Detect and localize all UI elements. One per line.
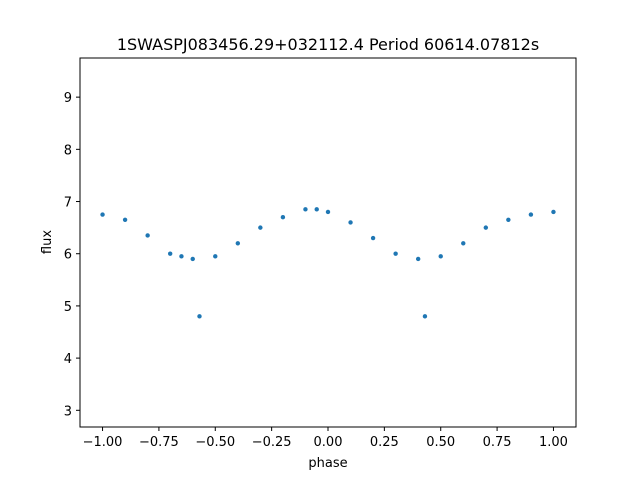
y-tick-label: 8 bbox=[64, 143, 72, 158]
y-tick-label: 7 bbox=[64, 196, 72, 211]
data-point bbox=[528, 212, 534, 217]
x-tick-label: −0.25 bbox=[252, 435, 292, 450]
x-axis: −1.00 −0.75 −0.50 −0.25 0.00 0.25 0.50 0.75 1.00 bbox=[83, 427, 568, 450]
x-tick-label: −0.75 bbox=[139, 435, 179, 450]
y-tick-label: 5 bbox=[64, 300, 72, 315]
data-point bbox=[348, 220, 353, 225]
data-point bbox=[235, 241, 241, 246]
x-axis-label: phase bbox=[308, 456, 347, 471]
data-points bbox=[100, 207, 556, 319]
data-point bbox=[145, 233, 150, 238]
x-tick-label: −1.00 bbox=[83, 435, 123, 450]
x-tick-label: 0.50 bbox=[426, 435, 455, 450]
data-point bbox=[100, 212, 105, 217]
data-point bbox=[197, 314, 202, 319]
data-point bbox=[167, 251, 173, 256]
data-point bbox=[303, 207, 308, 212]
data-point bbox=[325, 209, 331, 215]
data-point bbox=[438, 254, 443, 259]
data-point bbox=[393, 251, 398, 256]
data-point bbox=[461, 241, 466, 246]
data-point bbox=[179, 254, 184, 259]
y-tick-label: 3 bbox=[64, 404, 72, 419]
x-tick-label: 0.75 bbox=[483, 435, 512, 450]
data-point bbox=[506, 217, 511, 222]
data-point bbox=[190, 256, 195, 262]
x-tick-label: 0.25 bbox=[370, 435, 399, 450]
y-tick-label: 4 bbox=[64, 352, 72, 367]
x-tick-label: −0.50 bbox=[195, 435, 235, 450]
chart-title: 1SWASPJ083456.29+032112.4 Period 60614.0… bbox=[117, 35, 539, 54]
x-tick-label: 1.00 bbox=[539, 435, 568, 450]
data-point bbox=[483, 225, 489, 230]
y-tick-label: 6 bbox=[64, 248, 72, 263]
data-point bbox=[415, 256, 421, 262]
data-point bbox=[314, 207, 319, 212]
data-point bbox=[422, 314, 428, 319]
data-point bbox=[122, 217, 128, 222]
x-tick-label: 0.00 bbox=[314, 435, 343, 450]
data-point bbox=[280, 214, 286, 220]
y-axis: 3 4 5 6 7 8 9 bbox=[64, 91, 80, 419]
data-point bbox=[213, 254, 218, 259]
data-point bbox=[258, 225, 263, 230]
y-axis-label: flux bbox=[40, 230, 55, 254]
data-point bbox=[370, 235, 376, 241]
y-tick-label: 9 bbox=[64, 91, 72, 106]
data-point bbox=[551, 209, 556, 215]
